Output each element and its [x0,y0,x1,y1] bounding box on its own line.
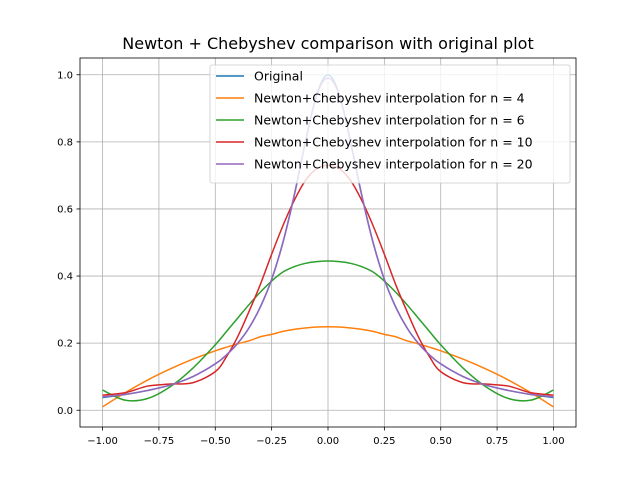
legend-label: Original [254,69,303,84]
x-tick-label: −0.25 [256,436,287,447]
y-tick-label: 0.4 [57,272,73,283]
chart-title: Newton + Chebyshev comparison with origi… [122,34,533,53]
series-layer [102,74,554,408]
series-line-2 [102,260,554,402]
legend-label: Newton+Chebyshev interpolation for n = 2… [254,157,533,172]
x-tick-label: 0.75 [486,436,508,447]
legend-box [209,64,571,184]
series-line-1 [102,325,554,408]
legend-label: Newton+Chebyshev interpolation for n = 4 [254,91,525,106]
legend-label: Newton+Chebyshev interpolation for n = 6 [254,113,525,128]
x-tick-label: 0.50 [430,436,452,447]
y-tick-label: 0.0 [57,406,73,417]
tick-layer: −1.00 −0.75 −0.50 −0.25 0.00 0.25 0.50 0.75 1.00… [57,70,564,447]
y-tick-label: 0.8 [57,137,73,148]
x-tick-label: −0.50 [200,436,231,447]
legend-label: Newton+Chebyshev interpolation for n = 1… [254,135,533,150]
plot-frame [79,57,577,428]
legend: Original Newton+Chebyshev interpolation f… [209,64,571,184]
x-tick-label: 0.00 [317,436,339,447]
x-tick-label: −1.00 [87,436,118,447]
y-tick-label: 0.2 [57,339,73,350]
y-tick-label: 0.6 [57,205,73,216]
x-tick-label: 0.25 [373,436,395,447]
x-tick-label: 1.00 [542,436,564,447]
x-tick-label: −0.75 [144,436,175,447]
y-tick-label: 1.0 [57,70,73,81]
